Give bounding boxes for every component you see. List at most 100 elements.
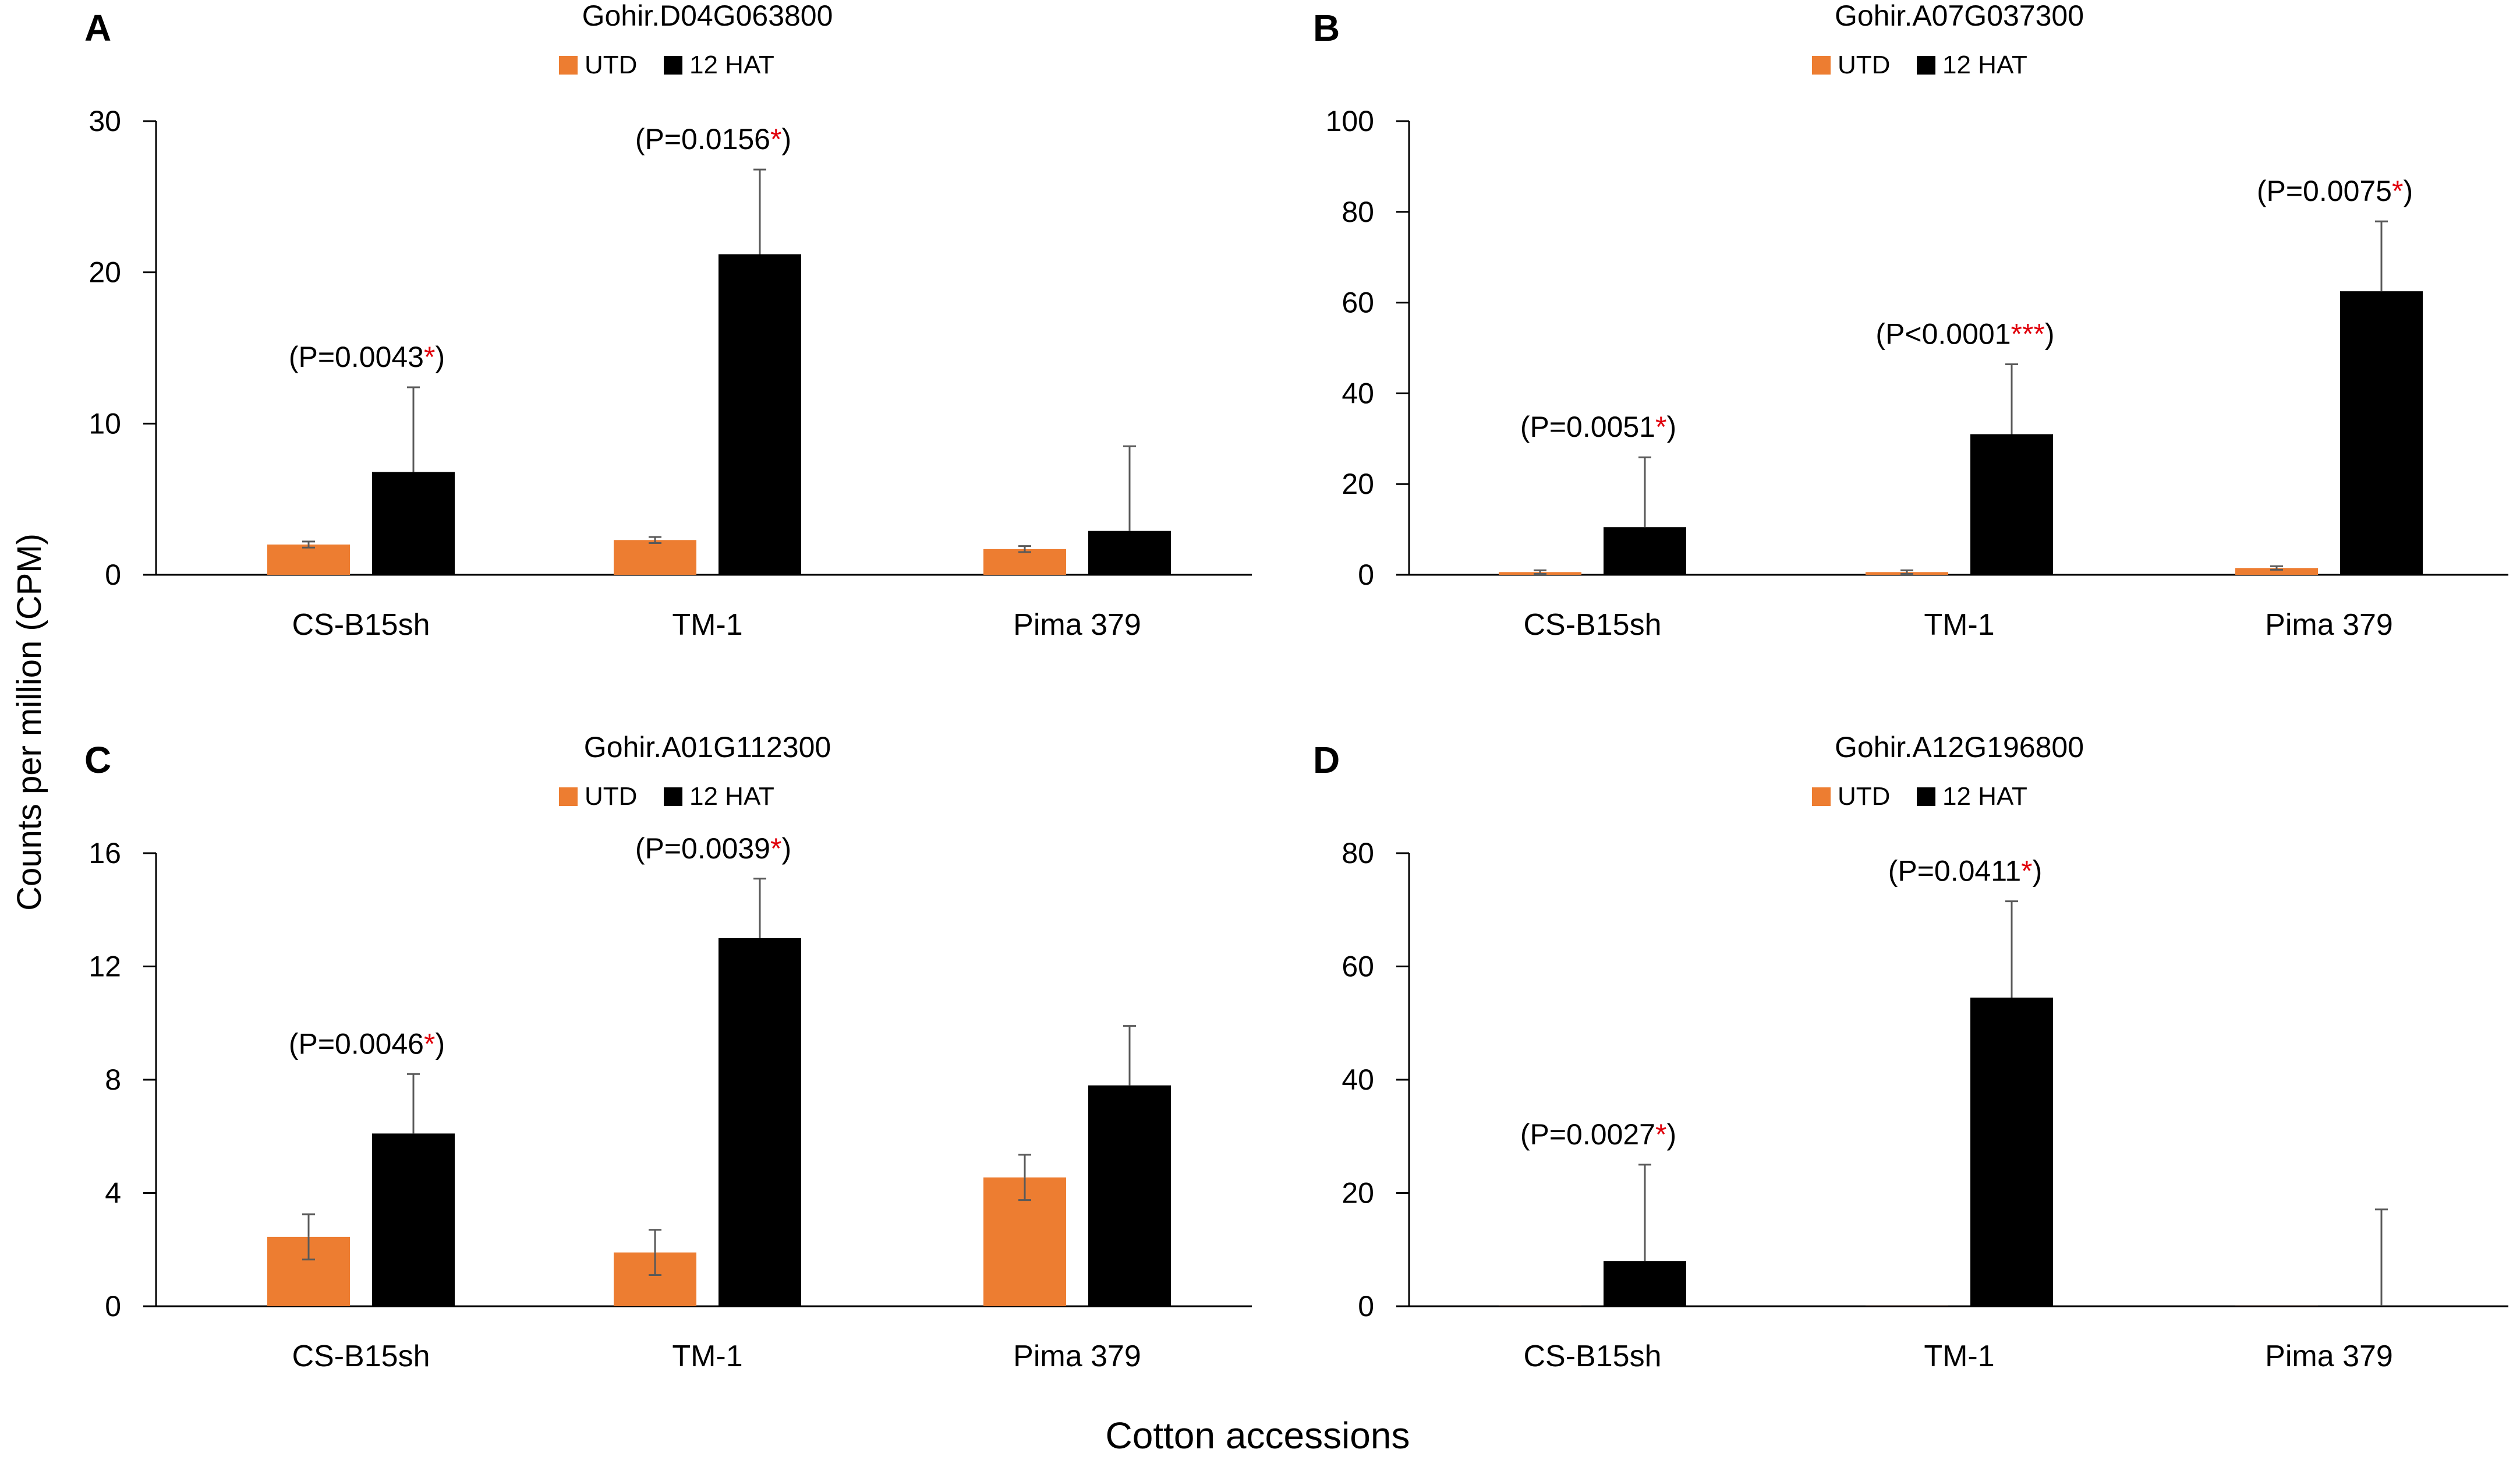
significance-stars: * bbox=[1655, 1118, 1666, 1151]
y-tick-label: 80 bbox=[1342, 837, 1374, 869]
bar-12hat bbox=[2340, 291, 2423, 575]
p-value-annotation: (P=0.0027*) bbox=[1520, 1118, 1676, 1151]
p-value-text-close: ) bbox=[1666, 1118, 1676, 1151]
p-value-text: (P=0.0075 bbox=[2257, 175, 2392, 207]
panel-a: A Gohir.D04G063800 UTD 12 HAT 0 10 20 30 CS-B15s… bbox=[84, 0, 1252, 642]
chart-title: Gohir.A12G196800 bbox=[1835, 731, 2084, 763]
p-value-text: (P=0.0043 bbox=[289, 341, 424, 373]
chart-title: Gohir.A07G037300 bbox=[1835, 0, 2084, 32]
bar-utd bbox=[614, 540, 696, 575]
legend-label-utd: UTD bbox=[585, 51, 637, 79]
y-tick-label: 30 bbox=[89, 105, 121, 137]
legend-swatch-utd bbox=[559, 787, 578, 806]
legend-swatch-12hat bbox=[1917, 787, 1935, 806]
y-tick-label: 0 bbox=[1358, 1290, 1374, 1323]
y-tick-label: 8 bbox=[105, 1063, 121, 1096]
p-value-text-close: ) bbox=[781, 832, 791, 865]
y-tick-label: 10 bbox=[89, 407, 121, 440]
bar-utd bbox=[1866, 1306, 1948, 1307]
bar-12hat bbox=[372, 472, 455, 575]
panel-c: C Gohir.A01G112300 UTD 12 HAT 0 4 8 12 16 CS-B15s… bbox=[84, 731, 1252, 1373]
bar-12hat bbox=[1970, 434, 2053, 575]
bar-12hat bbox=[1604, 527, 1686, 575]
bar-12hat bbox=[1088, 1085, 1171, 1306]
p-value-text: (P=0.0411 bbox=[1888, 855, 2021, 888]
p-value-text: (P=0.0156 bbox=[635, 123, 770, 155]
bar-12hat bbox=[719, 938, 801, 1306]
legend-swatch-12hat bbox=[1917, 56, 1935, 75]
bar-12hat bbox=[1970, 997, 2053, 1306]
legend-label-utd: UTD bbox=[1838, 51, 1890, 79]
significance-stars: * bbox=[424, 1027, 435, 1060]
bar-12hat bbox=[1088, 531, 1171, 575]
p-value-text-close: ) bbox=[781, 123, 791, 155]
p-value-text: (P=0.0051 bbox=[1520, 411, 1655, 443]
p-value-annotation: (P<0.0001***) bbox=[1875, 318, 2054, 351]
y-tick-label: 40 bbox=[1342, 1063, 1374, 1096]
legend-label-12hat: 12 HAT bbox=[689, 51, 774, 79]
legend: UTD 12 HAT bbox=[559, 782, 774, 811]
x-tick-label: Pima 379 bbox=[2265, 1339, 2393, 1373]
p-value-text-close: ) bbox=[435, 1027, 445, 1060]
legend-swatch-utd bbox=[1812, 787, 1831, 806]
y-tick-label: 12 bbox=[89, 950, 121, 983]
x-tick-label: Pima 379 bbox=[2265, 608, 2393, 642]
legend-label-12hat: 12 HAT bbox=[1942, 51, 2027, 79]
y-tick-label: 40 bbox=[1342, 377, 1374, 409]
p-value-text: (P=0.0046 bbox=[289, 1027, 424, 1060]
legend: UTD 12 HAT bbox=[1812, 51, 2027, 79]
legend-swatch-utd bbox=[559, 56, 578, 75]
y-axis-label: Counts per million (CPM) bbox=[10, 533, 48, 911]
x-tick-label: CS-B15sh bbox=[1524, 1339, 1662, 1373]
p-value-annotation: (P=0.0075*) bbox=[2257, 175, 2413, 207]
panel-label: D bbox=[1313, 739, 1340, 781]
bar-utd bbox=[983, 549, 1066, 575]
p-value-annotation: (P=0.0046*) bbox=[289, 1027, 445, 1060]
significance-stars: * bbox=[2021, 855, 2032, 888]
p-value-annotation: (P=0.0051*) bbox=[1520, 411, 1676, 443]
bar-utd bbox=[267, 545, 350, 575]
y-tick-label: 0 bbox=[105, 1290, 121, 1323]
x-tick-label: CS-B15sh bbox=[292, 1339, 430, 1373]
y-tick-label: 60 bbox=[1342, 287, 1374, 319]
panel-label: A bbox=[84, 7, 111, 49]
legend-label-utd: UTD bbox=[585, 782, 637, 811]
p-value-annotation: (P=0.0411*) bbox=[1888, 855, 2043, 888]
x-tick-label: TM-1 bbox=[672, 608, 742, 642]
legend-label-12hat: 12 HAT bbox=[1942, 782, 2027, 811]
bar-utd bbox=[2235, 1306, 2318, 1307]
y-tick-label: 4 bbox=[105, 1177, 121, 1210]
chart-title: Gohir.D04G063800 bbox=[582, 0, 833, 32]
x-tick-label: Pima 379 bbox=[1013, 608, 1141, 642]
p-value-annotation: (P=0.0043*) bbox=[289, 341, 445, 373]
p-value-text: (P=0.0027 bbox=[1520, 1118, 1655, 1151]
legend-swatch-utd bbox=[1812, 56, 1831, 75]
legend-swatch-12hat bbox=[664, 787, 682, 806]
bar-12hat bbox=[1604, 1261, 1686, 1306]
x-tick-label: CS-B15sh bbox=[292, 608, 430, 642]
p-value-text: (P=0.0039 bbox=[635, 832, 770, 865]
legend-label-utd: UTD bbox=[1838, 782, 1890, 811]
p-value-text-close: ) bbox=[2403, 175, 2413, 207]
x-tick-label: TM-1 bbox=[1924, 608, 1994, 642]
bar-12hat bbox=[372, 1133, 455, 1306]
y-tick-label: 0 bbox=[105, 558, 121, 591]
bar-utd bbox=[2235, 568, 2318, 575]
chart-panels: A Gohir.D04G063800 UTD 12 HAT 0 10 20 30 CS-B15s… bbox=[84, 0, 2508, 1373]
p-value-annotation: (P=0.0156*) bbox=[635, 123, 791, 155]
p-value-text: (P<0.0001 bbox=[1875, 318, 2011, 351]
legend: UTD 12 HAT bbox=[559, 51, 774, 79]
y-tick-label: 20 bbox=[1342, 1177, 1374, 1210]
panel-d: D Gohir.A12G196800 UTD 12 HAT 0 20 40 60 80 CS-B1… bbox=[1313, 731, 2508, 1373]
y-tick-label: 20 bbox=[1342, 468, 1374, 500]
y-tick-label: 60 bbox=[1342, 950, 1374, 983]
y-tick-label: 20 bbox=[89, 256, 121, 289]
legend-label-12hat: 12 HAT bbox=[689, 782, 774, 811]
p-value-annotation: (P=0.0039*) bbox=[635, 832, 791, 865]
x-tick-label: Pima 379 bbox=[1013, 1339, 1141, 1373]
y-tick-label: 100 bbox=[1326, 105, 1374, 137]
panel-label: C bbox=[84, 739, 111, 781]
significance-stars: * bbox=[1655, 411, 1666, 443]
bar-utd bbox=[1499, 1306, 1581, 1307]
